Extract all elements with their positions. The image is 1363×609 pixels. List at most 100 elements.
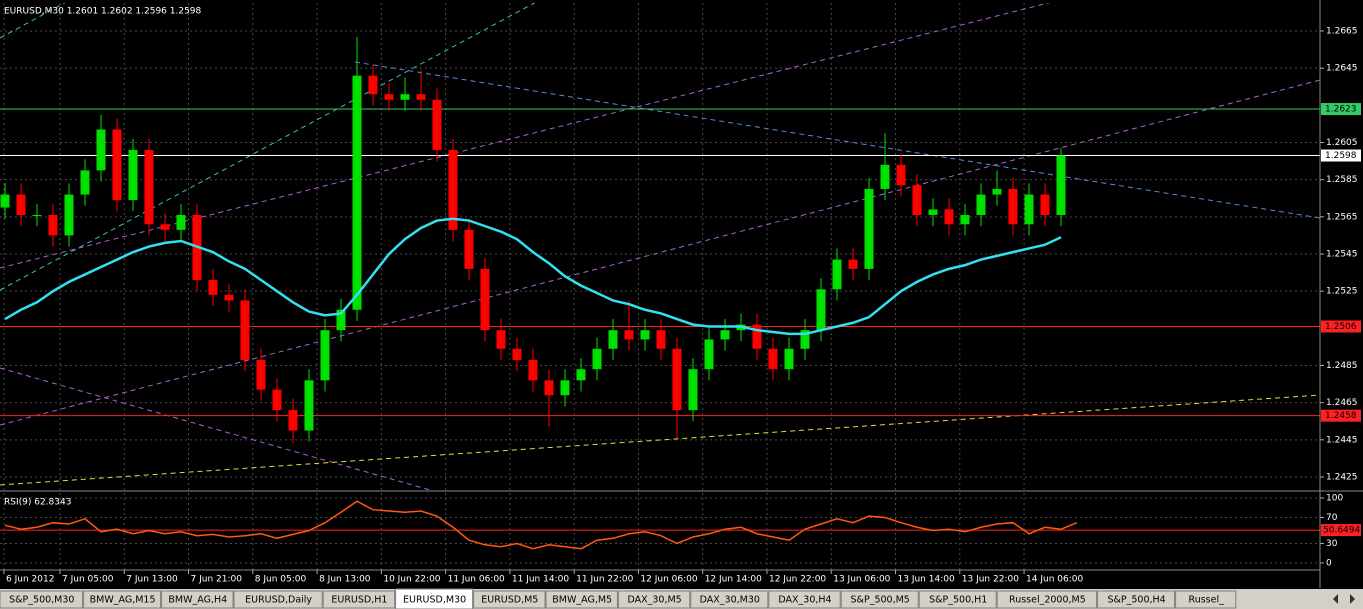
x-tick-label: 7 Jun 13:00: [126, 575, 178, 585]
candle-body: [496, 330, 506, 349]
candle-body: [1040, 194, 1050, 215]
candle-body: [112, 129, 122, 201]
x-tick-label: 13 Jun 14:00: [898, 575, 955, 585]
tab-label[interactable]: EURUSD,M5: [481, 595, 538, 606]
tab[interactable]: [996, 590, 1098, 609]
candle-body: [0, 194, 10, 208]
tab-label[interactable]: BMW_AG,H4: [168, 595, 227, 606]
y-tick-label: 1.2545: [1326, 250, 1358, 260]
candle-body: [976, 194, 986, 215]
trend-line: [0, 79, 1320, 426]
candle-body: [672, 348, 682, 411]
candle-body: [752, 324, 762, 349]
tab-label[interactable]: BMW_AG,M5: [552, 595, 612, 606]
candle-body: [48, 214, 58, 236]
candle-body: [1008, 188, 1018, 225]
candle-body: [848, 259, 858, 269]
tab[interactable]: [1097, 590, 1176, 609]
tab-label[interactable]: DAX_30,M30: [700, 595, 760, 606]
candle-body: [576, 369, 586, 381]
candle-body: [336, 309, 346, 331]
tab-label[interactable]: BMW_AG,M15: [90, 595, 156, 606]
tabs: S&P_500,M30 BMW_AG,M15 BMW_AG,H4 EURUSD,Dai…: [0, 588, 1237, 609]
candle-body: [944, 209, 954, 225]
x-tick-label: 11 Jun 06:00: [448, 575, 505, 585]
rsi-title: RSI(9) 62.8343: [4, 498, 71, 508]
candle-body: [400, 94, 410, 100]
candle-body: [608, 330, 618, 349]
tab-label[interactable]: DAX_30,M5: [627, 595, 681, 606]
chart-header: EURUSD,M30 1.2601 1.2602 1.2596 1.2598: [4, 7, 202, 17]
candle-body: [272, 389, 282, 411]
level-label: 1.2598: [1325, 151, 1357, 161]
x-tick-label: 11 Jun 14:00: [512, 575, 569, 585]
tab[interactable]: [161, 590, 234, 609]
x-tick-label: 11 Jun 22:00: [576, 575, 633, 585]
tab-label[interactable]: DAX_30,H4: [778, 595, 831, 606]
x-tick-label: 12 Jun 14:00: [705, 575, 762, 585]
candle-body: [64, 194, 74, 236]
candle-body: [32, 214, 42, 216]
x-tick-label: 7 Jun 05:00: [62, 575, 114, 585]
tab[interactable]: [0, 590, 84, 609]
rsi-line: [4, 500, 1078, 550]
tab[interactable]: [840, 590, 919, 609]
candle-body: [96, 129, 106, 171]
y-tick-label: 1.2605: [1326, 138, 1358, 148]
tab-label[interactable]: S&P_500,H1: [929, 595, 987, 606]
candle-body: [656, 330, 666, 349]
level-label: 1.2506: [1325, 322, 1357, 332]
tab-label[interactable]: S&P_500,M30: [9, 595, 74, 606]
candle-body: [16, 194, 26, 215]
tab[interactable]: [322, 590, 396, 609]
candle-body: [624, 330, 634, 340]
tab[interactable]: [395, 588, 474, 609]
candle-body: [352, 75, 362, 310]
tab-label[interactable]: EURUSD,H1: [331, 595, 387, 606]
tab-label[interactable]: Russel_: [1189, 595, 1225, 606]
tab[interactable]: [617, 590, 691, 609]
candle-body: [592, 348, 602, 370]
candle-body: [128, 149, 138, 201]
candle-body: [160, 224, 170, 230]
tab-label[interactable]: EURUSD,Daily: [245, 595, 312, 606]
tab-label[interactable]: EURUSD,M30: [403, 595, 466, 606]
candle-body: [832, 259, 842, 290]
candle-body: [528, 359, 538, 381]
tab-label[interactable]: S&P_500,H4: [1107, 595, 1165, 606]
candle-body: [384, 94, 394, 100]
y-tick-label: 1.2465: [1326, 398, 1358, 408]
tab[interactable]: [545, 590, 618, 609]
axes: 1.2665 1.2645 1.2605 1.2585 1.2565 1.2545 1.25…: [3, 27, 1361, 585]
tab-scroll-arrows[interactable]: [1333, 594, 1355, 604]
tab[interactable]: [768, 590, 841, 609]
level-label: 1.2623: [1325, 105, 1357, 115]
tab[interactable]: [690, 590, 769, 609]
candle-body: [176, 214, 186, 230]
y-tick-label: 100: [1326, 494, 1343, 504]
x-tick-label: 8 Jun 05:00: [255, 575, 307, 585]
x-tick-label: 7 Jun 21:00: [191, 575, 243, 585]
candle-body: [912, 185, 922, 215]
candle-body: [864, 188, 874, 269]
candle-body: [928, 209, 938, 215]
tab[interactable]: [83, 590, 162, 609]
tab-label[interactable]: Russel_2000,M5: [1009, 595, 1086, 606]
candle-body: [512, 348, 522, 360]
tab-label[interactable]: S&P_500,M5: [851, 595, 910, 606]
candle-body: [784, 348, 794, 370]
level-label-box: [1321, 103, 1361, 116]
y-tick-label: 70: [1326, 513, 1338, 523]
trend-line: [0, 3, 66, 39]
x-tick-label: 12 Jun 22:00: [769, 575, 826, 585]
tab[interactable]: [1175, 590, 1237, 609]
tab[interactable]: [918, 590, 997, 609]
y-tick-label: 1.2425: [1326, 472, 1358, 482]
tab[interactable]: [473, 590, 546, 609]
candle-body: [288, 410, 298, 431]
rsi-panel: [0, 500, 1320, 550]
candle-body: [688, 369, 698, 411]
tab[interactable]: [233, 590, 323, 609]
rsi-grid: [0, 493, 1320, 570]
